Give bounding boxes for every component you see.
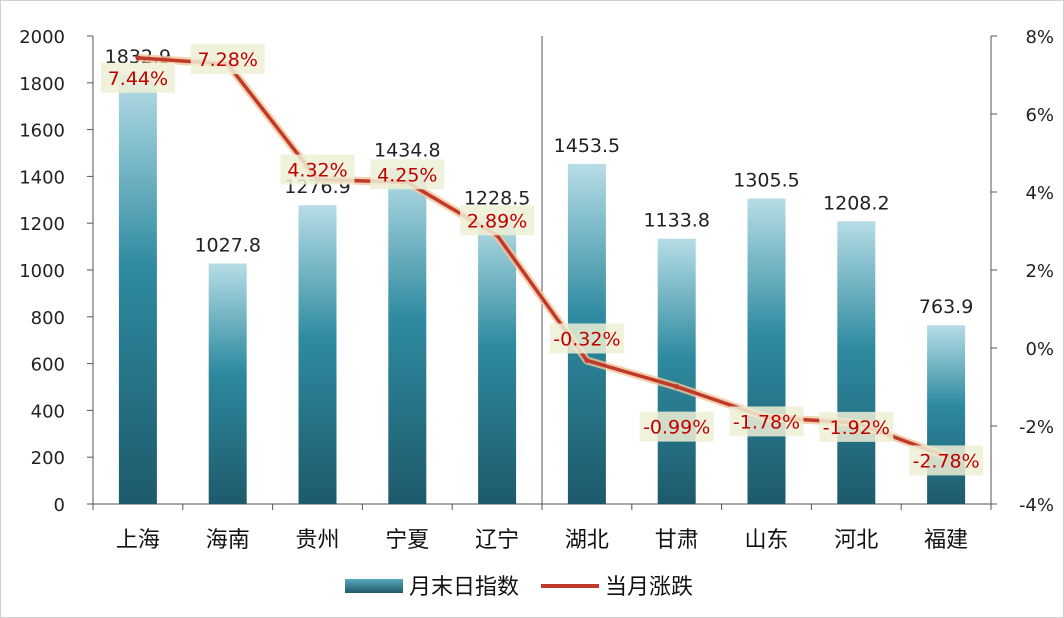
bar [208, 263, 247, 504]
line-point [584, 357, 590, 363]
x-tick-label: 福建 [924, 528, 968, 553]
pct-value-label: 4.25% [377, 164, 437, 186]
bar-value-label: 1133.8 [643, 210, 709, 232]
pct-value-label: 4.32% [287, 160, 347, 182]
x-tick-label: 甘肃 [655, 528, 699, 553]
bar-value-label: 1228.5 [464, 188, 530, 210]
y-left-tick-label: 1800 [19, 74, 65, 95]
pct-label-box [370, 159, 445, 190]
legend-bar-swatch [345, 579, 403, 593]
x-tick-label: 贵州 [295, 528, 339, 553]
bar [837, 221, 876, 505]
bar [657, 238, 696, 504]
x-tick-label: 山东 [744, 528, 788, 553]
y-right-tick-label: 2% [1025, 261, 1054, 282]
bar [747, 198, 786, 504]
bar [388, 168, 427, 504]
pct-label-box [819, 411, 894, 442]
pct-label-box [729, 406, 804, 437]
pct-value-label: 2.89% [467, 210, 527, 232]
bar [927, 325, 966, 504]
y-left-tick-label: 0 [54, 495, 65, 516]
bar [298, 205, 337, 505]
y-right-tick-label: -2% [1019, 417, 1054, 438]
legend-bar-label: 月末日指数 [409, 575, 519, 600]
pct-label-box [280, 154, 355, 185]
line-point [135, 55, 141, 61]
x-tick-label: 宁夏 [385, 528, 429, 553]
pct-label-box [190, 44, 265, 75]
x-tick-label: 上海 [116, 528, 160, 553]
x-tick-label: 辽宁 [475, 528, 519, 553]
pct-value-label: 7.28% [198, 49, 258, 71]
y-left-tick-label: 1400 [19, 167, 65, 188]
y-left-tick-label: 2000 [19, 27, 65, 48]
bar [478, 216, 517, 504]
pct-value-label: -2.78% [912, 450, 979, 472]
pct-value-label: -1.92% [823, 417, 890, 439]
bar-value-label: 1453.5 [554, 135, 620, 157]
pct-value-label: -1.78% [733, 411, 800, 433]
y-left-tick-label: 1600 [19, 121, 65, 142]
bar-value-label: 763.9 [919, 296, 973, 318]
pct-label-box [549, 323, 624, 354]
line-point [674, 384, 680, 390]
y-right-tick-label: 4% [1025, 183, 1054, 204]
pct-value-label: 7.44% [108, 68, 168, 90]
y-left-tick-label: 200 [31, 448, 65, 469]
bar-value-label: 1305.5 [733, 170, 799, 192]
x-tick-label: 河北 [834, 528, 878, 553]
x-tick-label: 海南 [206, 528, 250, 553]
bar-value-label: 1027.8 [194, 234, 260, 256]
bar-value-label: 1208.2 [823, 192, 889, 214]
pct-label-box [100, 62, 175, 93]
y-right-tick-label: 8% [1025, 27, 1054, 48]
y-right-tick-label: 0% [1025, 339, 1054, 360]
y-left-tick-label: 800 [31, 308, 65, 329]
bar-value-label: 1434.8 [374, 139, 440, 161]
x-tick-label: 湖北 [565, 528, 609, 553]
bar [118, 75, 157, 504]
pct-label-box [639, 411, 714, 442]
y-right-tick-label: 6% [1025, 105, 1054, 126]
y-left-tick-label: 1200 [19, 214, 65, 235]
legend-line-label: 当月涨跌 [605, 575, 693, 600]
pct-value-label: -0.32% [553, 328, 620, 350]
y-left-tick-label: 1000 [19, 261, 65, 282]
y-left-tick-label: 400 [31, 401, 65, 422]
y-left-tick-label: 600 [31, 355, 65, 376]
y-right-tick-label: -4% [1019, 495, 1054, 516]
line-series [137, 56, 947, 459]
pct-label-box [909, 445, 984, 476]
pct-label-box [460, 205, 535, 236]
pct-value-label: -0.99% [643, 417, 710, 439]
